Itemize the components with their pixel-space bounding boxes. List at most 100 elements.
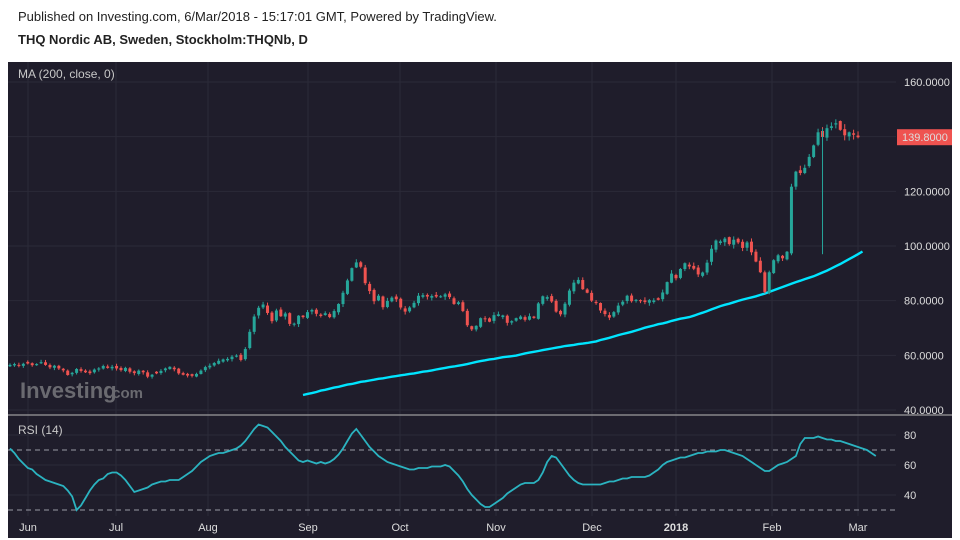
last-price-badge: 139.8000 — [897, 129, 952, 146]
candle-body — [727, 237, 731, 245]
candle-body — [270, 312, 274, 322]
candle-body — [834, 123, 838, 125]
candle-body — [17, 364, 21, 366]
candle-body — [625, 295, 629, 301]
candle-body — [305, 312, 309, 318]
axes: 160.0000140.0000120.0000100.000080.00006… — [19, 77, 950, 534]
candle-body — [652, 300, 656, 303]
candle-body — [199, 370, 203, 374]
candle-body — [372, 289, 376, 302]
candle-body — [123, 367, 127, 371]
candle-body — [292, 323, 296, 325]
candle-body — [79, 369, 83, 371]
candle-body — [234, 355, 238, 357]
candle-body — [141, 370, 145, 373]
candle-body — [745, 242, 749, 248]
candle-body — [106, 366, 110, 368]
candle-body — [439, 296, 443, 298]
candle-body — [44, 362, 48, 365]
candle-body — [829, 126, 833, 128]
candle-body — [217, 360, 221, 364]
investing-logo: Investing .com — [20, 378, 143, 403]
candle-body — [208, 365, 212, 368]
candle-body — [678, 268, 682, 278]
candle-body — [554, 300, 558, 312]
candle-body — [394, 296, 398, 300]
time-tick-label: 2018 — [664, 522, 688, 534]
candle-body — [612, 312, 616, 317]
rsi-tick-label: 80 — [904, 430, 916, 442]
candle-body — [563, 303, 567, 315]
candle-body — [523, 317, 527, 320]
last-price-badge-box — [897, 129, 952, 146]
candle-body — [785, 251, 789, 260]
candle-body — [527, 316, 531, 320]
candle-body — [461, 302, 465, 312]
candle-body — [230, 356, 234, 360]
candle-body — [115, 365, 119, 369]
candle-body — [519, 316, 523, 320]
candle-body — [425, 294, 429, 297]
candle-body — [816, 132, 820, 145]
candle-body — [448, 293, 452, 298]
candle-body — [70, 372, 74, 375]
rsi-indicator-label[interactable]: RSI (14) — [18, 423, 63, 437]
price-tick-label: 160.0000 — [904, 77, 950, 89]
candle-body — [781, 255, 785, 259]
candle-body — [314, 309, 318, 314]
logo-brand: Investing — [20, 378, 117, 403]
candle-body — [772, 260, 776, 274]
candle-body — [710, 248, 714, 262]
candle-body — [243, 349, 247, 360]
candle-body — [301, 315, 305, 318]
candle-body — [576, 279, 580, 284]
candle-body — [634, 299, 638, 301]
candle-body — [363, 267, 367, 284]
candle-body — [350, 268, 354, 281]
candle-body — [705, 262, 709, 273]
candle-body — [75, 369, 79, 373]
candle-body — [8, 364, 12, 367]
candlesticks — [8, 119, 860, 379]
candle-body — [470, 326, 474, 330]
candle-body — [510, 321, 514, 323]
candle-body — [181, 373, 185, 375]
candle-body — [421, 295, 425, 297]
candle-body — [465, 310, 469, 326]
ma-indicator-label[interactable]: MA (200, close, 0) — [18, 67, 115, 81]
candle-body — [718, 241, 722, 243]
candle-body — [30, 363, 34, 366]
candle-body — [483, 318, 487, 320]
candle-body — [381, 296, 385, 308]
candle-body — [39, 362, 43, 364]
candle-body — [359, 262, 363, 267]
candle-body — [638, 300, 642, 302]
price-tick-label: 100.0000 — [904, 241, 950, 253]
logo-suffix: .com — [108, 385, 143, 402]
candle-body — [683, 263, 687, 270]
candle-body — [758, 260, 762, 273]
candle-body — [390, 297, 394, 302]
candle-body — [186, 373, 190, 376]
candle-body — [226, 358, 230, 361]
candle-body — [21, 363, 25, 366]
candle-body — [83, 370, 87, 373]
candle-body — [665, 282, 669, 294]
candle-body — [825, 128, 829, 138]
candle-body — [452, 298, 456, 304]
candle-body — [163, 368, 167, 371]
candle-body — [297, 315, 301, 325]
candle-body — [110, 366, 114, 369]
candle-body — [692, 265, 696, 269]
candle-body — [714, 240, 718, 250]
candle-body — [212, 362, 216, 366]
candle-body — [536, 303, 540, 319]
candle-body — [514, 318, 518, 321]
candle-body — [434, 294, 438, 297]
candle-body — [310, 309, 314, 312]
candle-body — [630, 295, 634, 302]
candle-body — [501, 315, 505, 318]
candle-body — [26, 361, 30, 364]
candle-body — [479, 318, 483, 327]
